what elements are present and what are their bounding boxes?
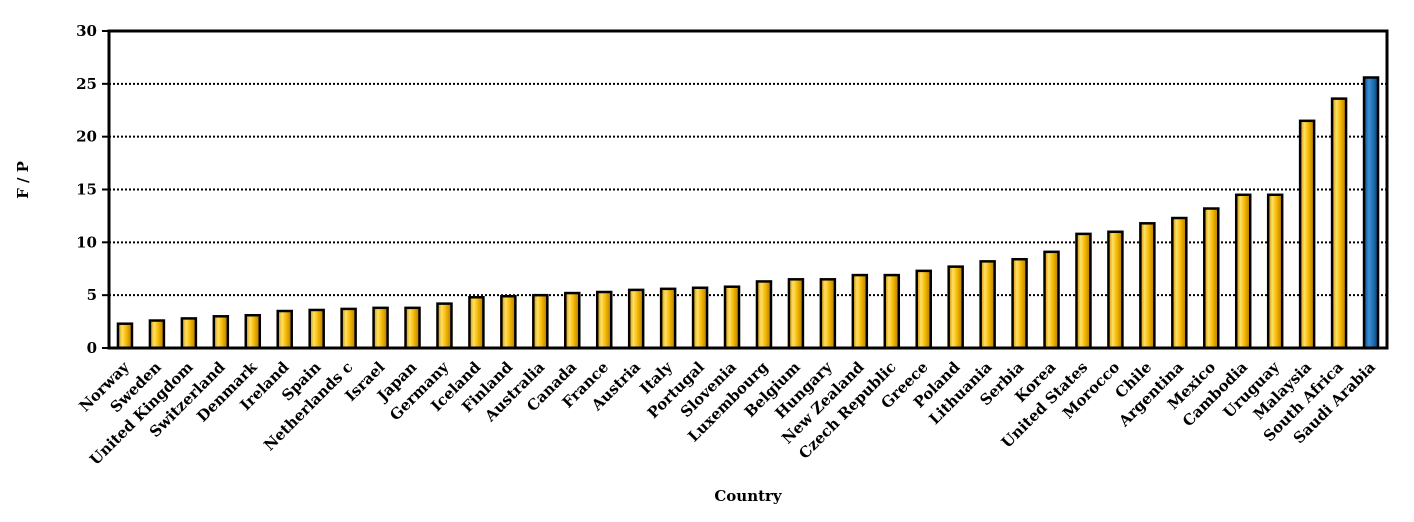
bar-poland (947, 265, 964, 350)
bar-austria (627, 288, 645, 350)
y-axis-title: F / P (14, 161, 32, 199)
bar-lithuania (979, 260, 996, 350)
bar-australia (532, 293, 549, 350)
bar-malaysia (1298, 119, 1316, 350)
bar-mexico (1203, 207, 1220, 350)
bar-italy (659, 287, 677, 350)
bar-denmark (244, 313, 262, 350)
bar-ireland (276, 309, 293, 350)
bar-greece (915, 269, 932, 350)
bar-hungary (819, 278, 837, 350)
bar-united-states (1075, 232, 1092, 350)
bar-cambodia (1234, 193, 1252, 350)
bar-switzerland (212, 315, 230, 350)
bar-germany (436, 302, 453, 350)
bar-saudi-arabia (1362, 76, 1380, 350)
bar-iceland (468, 296, 485, 350)
bar-czech-republic (883, 273, 901, 350)
bar-portugal (691, 286, 709, 350)
bar-new-zealand (851, 273, 869, 350)
bar-israel (372, 306, 389, 350)
bar-norway (116, 322, 134, 350)
y-axis-ticks: 0 5 10 15 20 25 30 (76, 22, 109, 357)
plot-area-frame (107, 29, 1389, 350)
bar-chile (1139, 222, 1156, 350)
bar-slovenia (723, 285, 741, 350)
bar-canada (564, 291, 581, 350)
bar-finland (500, 294, 517, 350)
bar-netherlands-c (340, 307, 357, 350)
bar-argentina (1171, 216, 1188, 350)
bar-uruguay (1266, 193, 1284, 350)
bar-united-kingdom (180, 317, 198, 350)
bar-south-africa (1330, 97, 1348, 350)
bar-morocco (1107, 230, 1124, 350)
y-tick-label: 25 (76, 75, 97, 93)
bar-korea (1043, 250, 1060, 350)
bar-spain (308, 308, 325, 350)
bar-belgium (787, 278, 805, 350)
y-tick-label: 20 (76, 128, 97, 146)
y-tick-label: 5 (87, 286, 97, 304)
gridlines (109, 82, 1387, 297)
bar-japan (404, 306, 421, 350)
bars (116, 76, 1380, 350)
bar-luxembourg (755, 280, 773, 350)
x-axis-title: Country (714, 487, 783, 505)
y-tick-label: 10 (76, 233, 97, 251)
bar-serbia (1011, 257, 1028, 350)
y-tick-label: 15 (76, 181, 97, 199)
y-tick-label: 30 (76, 22, 97, 40)
y-tick-label: 0 (87, 339, 97, 357)
bar-france (595, 290, 613, 350)
bar-sweden (148, 319, 166, 350)
